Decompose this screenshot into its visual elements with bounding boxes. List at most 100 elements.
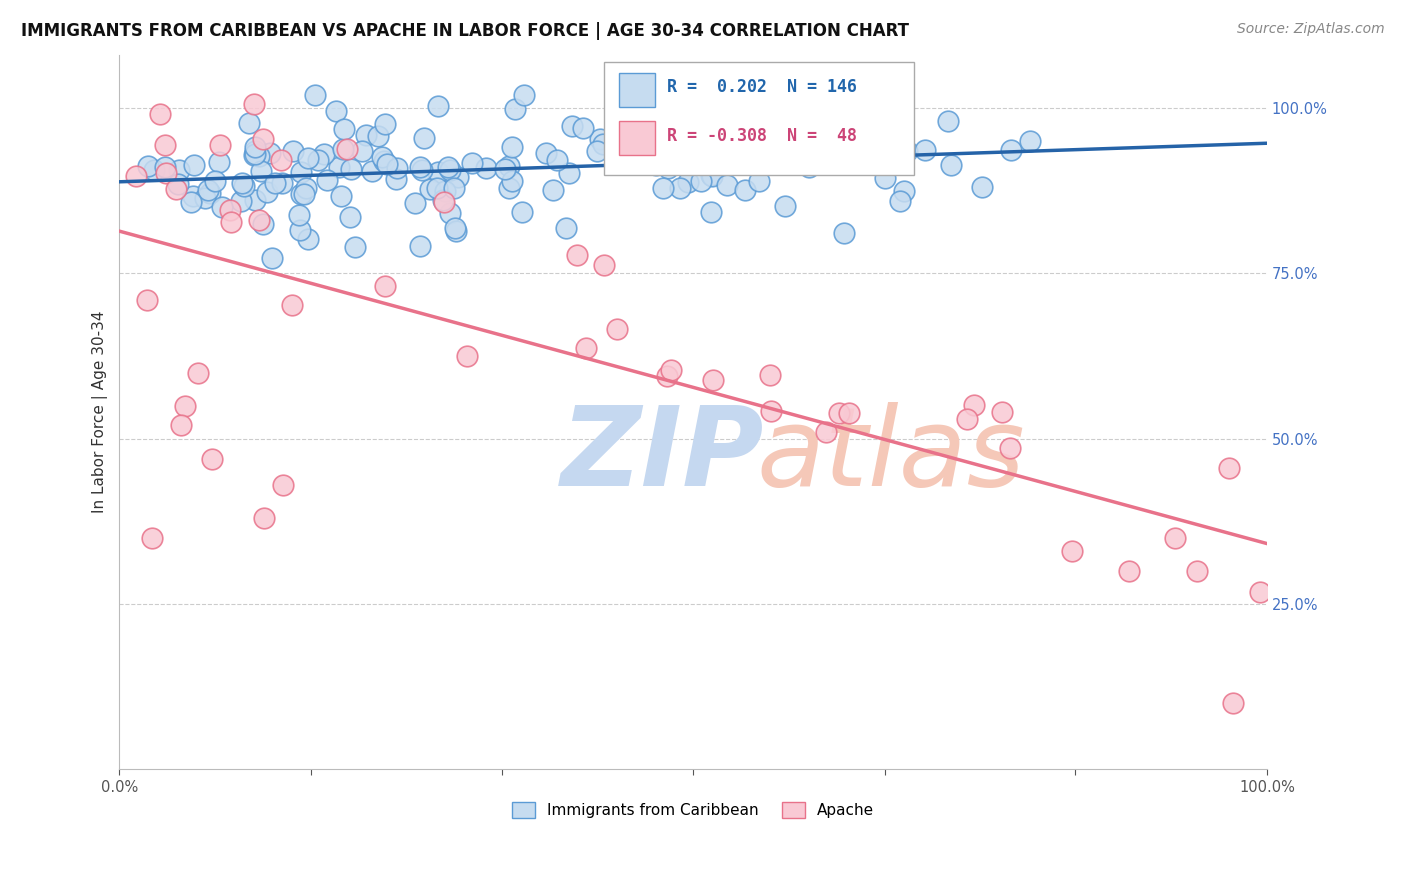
Point xyxy=(207,155,229,169)
Point xyxy=(194,191,217,205)
Point xyxy=(330,189,353,203)
Point xyxy=(444,220,467,235)
Point xyxy=(247,149,270,163)
Point xyxy=(652,180,675,194)
Point xyxy=(585,144,607,158)
Point xyxy=(170,418,193,433)
Point xyxy=(260,252,283,266)
Point xyxy=(143,163,166,178)
Point xyxy=(243,144,266,158)
Point xyxy=(498,159,520,173)
Point xyxy=(936,114,959,128)
Point xyxy=(439,205,461,219)
Text: atlas: atlas xyxy=(756,401,1025,508)
Point xyxy=(271,478,294,492)
Point xyxy=(456,349,478,363)
FancyBboxPatch shape xyxy=(619,73,655,107)
Point xyxy=(344,240,367,254)
Point xyxy=(863,137,886,152)
Point xyxy=(367,129,389,144)
Point xyxy=(1222,696,1244,710)
Point xyxy=(219,214,242,228)
Point xyxy=(716,178,738,192)
Y-axis label: In Labor Force | Age 30-34: In Labor Force | Age 30-34 xyxy=(93,311,108,514)
Point xyxy=(229,194,252,208)
Point xyxy=(384,172,406,186)
Point xyxy=(845,139,868,153)
Point xyxy=(433,195,456,210)
Point xyxy=(889,194,911,208)
Point xyxy=(409,160,432,174)
Point xyxy=(773,199,796,213)
Point xyxy=(247,213,270,227)
Point xyxy=(138,159,160,173)
Point xyxy=(361,163,384,178)
Text: ZIP: ZIP xyxy=(561,401,765,508)
Point xyxy=(1249,585,1271,599)
Point xyxy=(187,366,209,380)
FancyBboxPatch shape xyxy=(619,120,655,155)
Point xyxy=(374,117,396,131)
Point xyxy=(546,153,568,167)
Point xyxy=(204,174,226,188)
Point xyxy=(990,404,1012,418)
Point xyxy=(167,178,190,192)
Point xyxy=(676,175,699,189)
Point xyxy=(201,451,224,466)
Point xyxy=(371,150,394,164)
Point xyxy=(283,144,305,158)
Point xyxy=(243,97,266,112)
Point xyxy=(748,174,770,188)
Point xyxy=(588,132,610,146)
Point xyxy=(728,156,751,170)
Point xyxy=(621,87,644,102)
Point xyxy=(1019,134,1042,148)
Point xyxy=(443,181,465,195)
Point xyxy=(837,129,859,144)
Point xyxy=(444,224,467,238)
Point xyxy=(939,158,962,172)
Point xyxy=(295,180,318,194)
Point xyxy=(385,161,408,175)
Point xyxy=(998,441,1021,455)
Point xyxy=(219,202,242,217)
Point xyxy=(592,137,614,152)
Point xyxy=(494,162,516,177)
Point xyxy=(1218,460,1240,475)
Point xyxy=(375,157,398,171)
Point xyxy=(914,143,936,157)
Point xyxy=(141,531,163,545)
Point xyxy=(427,99,450,113)
Text: Source: ZipAtlas.com: Source: ZipAtlas.com xyxy=(1237,22,1385,37)
Point xyxy=(659,363,682,377)
Point xyxy=(657,161,679,175)
Point xyxy=(125,169,148,184)
Point xyxy=(734,183,756,197)
Point xyxy=(409,238,432,252)
Point xyxy=(565,248,588,262)
Point xyxy=(896,144,918,158)
Point xyxy=(501,140,523,154)
Point xyxy=(332,122,354,136)
Point xyxy=(197,183,219,197)
Point xyxy=(252,218,274,232)
Point xyxy=(838,406,860,420)
Point xyxy=(700,169,723,183)
Point xyxy=(325,104,347,119)
Point xyxy=(412,131,434,145)
Point xyxy=(815,134,838,148)
Legend: Immigrants from Caribbean, Apache: Immigrants from Caribbean, Apache xyxy=(505,795,882,826)
Point xyxy=(875,171,897,186)
Point xyxy=(799,161,821,175)
Point xyxy=(290,187,312,202)
Point xyxy=(793,99,815,113)
Point xyxy=(685,128,707,143)
Point xyxy=(253,511,276,525)
Point xyxy=(700,205,723,219)
Point xyxy=(259,146,281,161)
Point xyxy=(970,180,993,194)
Point xyxy=(243,140,266,154)
Point xyxy=(832,226,855,240)
Point xyxy=(503,102,526,116)
Point xyxy=(671,122,693,136)
